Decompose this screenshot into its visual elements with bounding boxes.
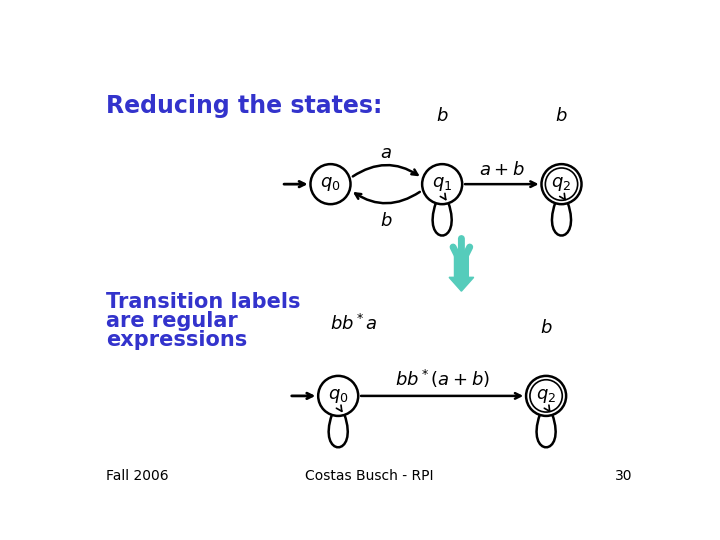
Text: 30: 30: [615, 469, 632, 483]
Circle shape: [526, 376, 566, 416]
Text: Fall 2006: Fall 2006: [106, 469, 168, 483]
Text: $q_2$: $q_2$: [552, 175, 572, 193]
Circle shape: [318, 376, 359, 416]
Circle shape: [541, 164, 582, 204]
Text: $b$: $b$: [555, 107, 568, 125]
FancyArrow shape: [449, 256, 474, 291]
Text: $bb^*(a+b)$: $bb^*(a+b)$: [395, 368, 490, 390]
Text: $q_2$: $q_2$: [536, 387, 556, 405]
Text: $b$: $b$: [436, 107, 449, 125]
Text: $b$: $b$: [380, 212, 392, 230]
Text: are regular: are regular: [106, 311, 238, 331]
Circle shape: [310, 164, 351, 204]
Text: $b$: $b$: [540, 319, 552, 337]
Text: Transition labels: Transition labels: [106, 292, 300, 312]
Text: $q_0$: $q_0$: [320, 175, 341, 193]
Text: Reducing the states:: Reducing the states:: [106, 94, 382, 118]
Text: $bb^*a$: $bb^*a$: [330, 313, 377, 334]
Circle shape: [422, 164, 462, 204]
Text: $a$: $a$: [380, 144, 392, 163]
Text: Costas Busch - RPI: Costas Busch - RPI: [305, 469, 433, 483]
Text: expressions: expressions: [106, 330, 247, 350]
Text: $q_1$: $q_1$: [432, 175, 452, 193]
Text: $q_0$: $q_0$: [328, 387, 348, 405]
Text: $a+b$: $a+b$: [479, 161, 525, 179]
